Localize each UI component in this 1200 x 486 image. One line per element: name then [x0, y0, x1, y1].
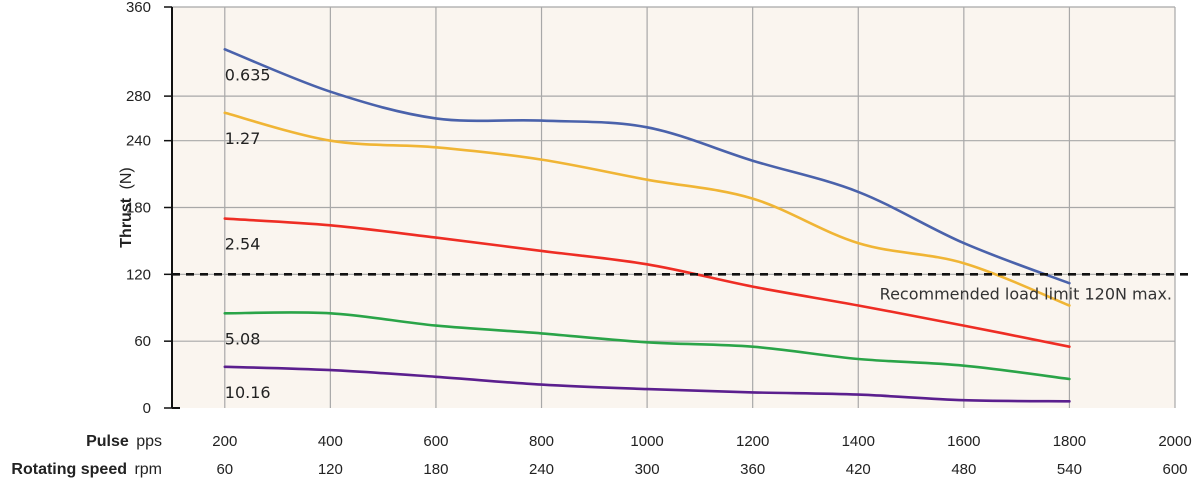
x-tick-label-pulse: 1800 — [1053, 433, 1086, 450]
x-tick-label-rpm: 300 — [635, 461, 660, 478]
y-tick-label: 360 — [126, 0, 151, 16]
x-tick-label-rpm: 420 — [846, 461, 871, 478]
x-tick-label-pulse: 2000 — [1158, 433, 1191, 450]
y-tick-label: 280 — [126, 88, 151, 105]
axes — [164, 6, 180, 409]
series-line-1 — [223, 111, 1071, 307]
y-tick-label: 120 — [126, 266, 151, 283]
x-tick-label-pulse: 1000 — [630, 433, 663, 450]
y-tick-label: 0 — [143, 400, 151, 417]
x-tick-label-pulse: 1200 — [736, 433, 769, 450]
x-tick-label-rpm: 540 — [1057, 461, 1082, 478]
y-tick-label: 180 — [126, 200, 151, 217]
series-label-2: 2.54 — [225, 235, 261, 254]
x-tick-label-pulse: 400 — [318, 433, 343, 450]
y-tick-label: 240 — [126, 133, 151, 150]
x-tick-label-rpm: 180 — [423, 461, 448, 478]
x-tick-labels-pulse: 200 400 600 800 1000 1200 1400 1600 1800 2000 — [212, 433, 1191, 450]
x-tick-label-rpm: 480 — [951, 461, 976, 478]
series-line-4 — [223, 365, 1071, 403]
series-label-0: 0.635 — [225, 65, 271, 84]
x-axis-row1-title: Pulse pps — [86, 433, 162, 450]
x-tick-label-pulse: 200 — [212, 433, 237, 450]
x-tick-label-pulse: 1600 — [947, 433, 980, 450]
x-tick-label-rpm: 60 — [216, 461, 233, 478]
y-tick-label: 60 — [134, 333, 151, 350]
y-axis-label: Thrust (N) — [118, 167, 135, 247]
x-tick-label-pulse: 1400 — [842, 433, 875, 450]
x-tick-label-rpm: 120 — [318, 461, 343, 478]
series-line-3 — [223, 311, 1071, 381]
series-label-3: 5.08 — [225, 329, 261, 348]
series-label-4: 10.16 — [225, 383, 271, 402]
x-tick-label-rpm: 240 — [529, 461, 554, 478]
x-tick-label-pulse: 600 — [423, 433, 448, 450]
x-tick-labels-rpm: 60 120 180 240 300 360 420 480 540 600 — [216, 461, 1187, 478]
series-line-0 — [223, 48, 1071, 285]
series-line-2 — [223, 217, 1071, 348]
y-tick-labels: 0 60 120 180 240 280 360 — [126, 0, 151, 417]
series-label-1: 1.27 — [225, 129, 261, 148]
series-labels: 0.635 1.27 2.54 5.08 10.16 — [225, 65, 271, 401]
x-tick-label-rpm: 360 — [740, 461, 765, 478]
x-axis-row2-title: Rotating speed rpm — [11, 461, 162, 478]
x-tick-label-rpm: 600 — [1162, 461, 1187, 478]
reference-line-label: Recommended load limit 120N max. — [880, 284, 1172, 303]
x-tick-label-pulse: 800 — [529, 433, 554, 450]
series-lines — [223, 48, 1071, 403]
